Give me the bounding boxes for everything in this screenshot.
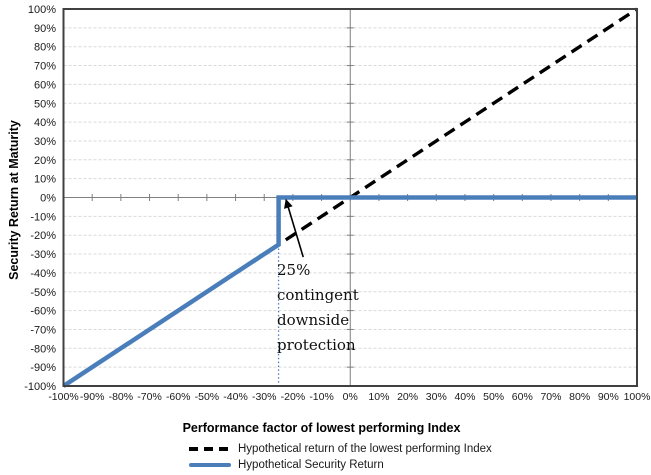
x-axis-title: Performance factor of lowest performing … (182, 421, 461, 435)
x-tick-label: 60% (512, 391, 533, 403)
x-tick-label: 0% (343, 391, 358, 403)
y-tick-label: 50% (34, 98, 56, 110)
x-tick-label: -90% (80, 391, 105, 403)
y-tick-label: -60% (30, 306, 56, 318)
annotation-arrow (284, 198, 304, 258)
y-tick-label: 10% (34, 174, 56, 186)
annotation-text: 25% contingent downside protection (277, 261, 359, 354)
y-tick-label: -90% (30, 362, 56, 374)
legend: Hypothetical return of the lowest perfor… (189, 441, 492, 473)
x-tick-label: -70% (137, 391, 162, 403)
x-tick-label: -60% (166, 391, 191, 403)
x-tick-label: -80% (109, 391, 134, 403)
y-tick-label: 40% (34, 117, 56, 129)
x-tick-label: 90% (598, 391, 619, 403)
x-tick-label: 80% (569, 391, 590, 403)
y-tick-label: -100% (24, 381, 56, 393)
y-tick-label: 80% (34, 42, 56, 54)
y-tick-label: 0% (40, 193, 56, 205)
dashed-line-marker-icon (189, 446, 231, 451)
y-tick-label: 20% (34, 155, 56, 167)
x-tick-label: -30% (252, 391, 277, 403)
y-tick-label: -80% (30, 343, 56, 355)
x-tick-label: 50% (483, 391, 504, 403)
y-tick-label: 60% (34, 79, 56, 91)
x-tick-label: -50% (195, 391, 220, 403)
y-tick-label: 70% (34, 61, 56, 73)
x-tick-label: 40% (454, 391, 475, 403)
y-tick-label: -70% (30, 324, 56, 336)
y-tick-label: -40% (30, 268, 56, 280)
series-line-solid (62, 195, 637, 388)
y-tick-label: 30% (34, 136, 56, 148)
legend-item-security-return: Hypothetical Security Return (189, 457, 492, 472)
y-tick-label: 100% (28, 4, 56, 16)
x-tick-label: 70% (540, 391, 561, 403)
solid-line-marker-icon (189, 462, 231, 467)
y-tick-label: -50% (30, 287, 56, 299)
x-tick-label: -40% (223, 391, 248, 403)
y-tick-label: -30% (30, 249, 56, 261)
y-tick-label: 90% (34, 23, 56, 35)
x-tick-label: -20% (281, 391, 306, 403)
x-tick-label: 20% (397, 391, 418, 403)
y-tick-label: -20% (30, 230, 56, 242)
x-tick-label: 100% (624, 391, 651, 403)
y-tick-label: -10% (30, 211, 56, 223)
legend-label-index-return: Hypothetical return of the lowest perfor… (238, 442, 492, 455)
legend-item-index-return: Hypothetical return of the lowest perfor… (189, 441, 492, 456)
y-axis-title: Security Return at Maturity (7, 120, 21, 280)
plot-border (62, 8, 638, 387)
x-tick-label: -100% (48, 391, 78, 403)
legend-label-security-return: Hypothetical Security Return (238, 458, 384, 471)
x-tick-label: 30% (426, 391, 447, 403)
x-tick-label: 10% (368, 391, 389, 403)
x-tick-label: -10% (309, 391, 334, 403)
